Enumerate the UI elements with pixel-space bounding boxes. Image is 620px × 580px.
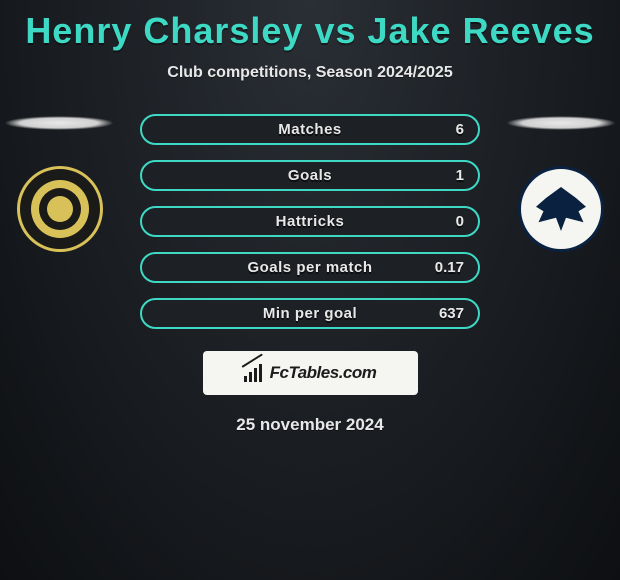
brand-text: FcTables.com [270,363,377,383]
stat-value-right: 6 [456,121,464,138]
brand-badge: FcTables.com [203,351,418,395]
page-title: Henry Charsley vs Jake Reeves [0,0,620,52]
stat-value-right: 0.17 [435,259,464,276]
stat-label: Hattricks [276,213,345,230]
stats-rows: Matches 6 Goals 1 Hattricks 0 Goals per … [140,114,480,329]
spotlight-right [506,116,616,130]
stat-label: Matches [278,121,342,138]
stat-label: Goals [288,167,332,184]
stat-row: Goals 1 [140,160,480,191]
spotlight-left [4,116,114,130]
brand-chart-icon [244,364,266,382]
comparison-arena: Matches 6 Goals 1 Hattricks 0 Goals per … [0,114,620,329]
stat-label: Min per goal [263,305,357,322]
stat-label: Goals per match [247,259,372,276]
stat-value-right: 637 [439,305,464,322]
club-badge-left [17,166,103,252]
stat-row: Min per goal 637 [140,298,480,329]
stat-value-right: 0 [456,213,464,230]
stat-value-right: 1 [456,167,464,184]
club-badge-right [518,166,604,252]
date-label: 25 november 2024 [0,415,620,435]
stat-row: Hattricks 0 [140,206,480,237]
subtitle: Club competitions, Season 2024/2025 [0,64,620,82]
stat-row: Matches 6 [140,114,480,145]
stat-row: Goals per match 0.17 [140,252,480,283]
